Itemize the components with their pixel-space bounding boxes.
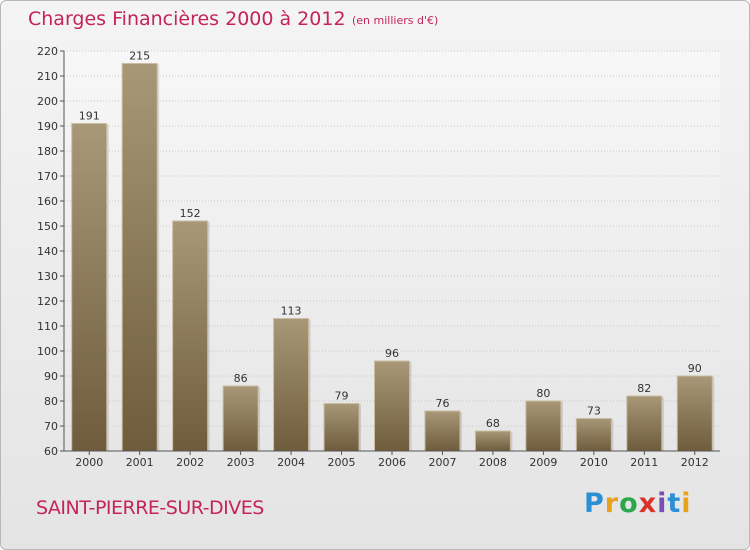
data-label: 68: [486, 417, 500, 430]
x-tick-label: 2010: [580, 456, 608, 469]
data-label: 79: [335, 390, 349, 403]
x-tick-label: 2008: [479, 456, 507, 469]
chart-subtitle: (en milliers d'€): [352, 14, 439, 27]
x-tick-label: 2012: [681, 456, 709, 469]
x-tick-label: 2004: [277, 456, 305, 469]
bar-2003: [222, 385, 259, 452]
y-tick-label: 100: [37, 345, 58, 358]
y-tick-label: 60: [44, 445, 58, 458]
bar-2007: [424, 410, 461, 452]
bar-2001: [121, 63, 158, 452]
data-label: 96: [385, 347, 399, 360]
data-label: 82: [637, 382, 651, 395]
bar-2000: [71, 123, 108, 452]
x-tick-label: 2006: [378, 456, 406, 469]
data-label: 191: [79, 110, 100, 123]
y-tick-label: 110: [37, 320, 58, 333]
x-tick-label: 2000: [75, 456, 103, 469]
bar-2008: [474, 430, 511, 452]
y-tick-label: 220: [37, 45, 58, 58]
y-tick-label: 130: [37, 270, 58, 283]
chart-title: Charges Financières 2000 à 2012: [28, 8, 346, 30]
x-tick-label: 2011: [630, 456, 658, 469]
data-label: 73: [587, 405, 601, 418]
data-label: 76: [435, 397, 449, 410]
data-label: 90: [688, 362, 702, 375]
y-tick-label: 160: [37, 195, 58, 208]
data-label: 215: [129, 50, 150, 63]
axis-layer: 60 70 80 90 100 110 120 130 140 150 160 170 180 190 20…: [37, 45, 720, 469]
bar-2006: [374, 360, 410, 452]
y-tick-label: 190: [37, 120, 58, 133]
x-tick-label: 2001: [126, 456, 154, 469]
y-tick-label: 90: [44, 370, 58, 383]
x-tick-label: 2005: [328, 456, 356, 469]
y-tick-label: 150: [37, 220, 58, 233]
x-tick-label: 2003: [227, 456, 255, 469]
x-tick-label: 2007: [428, 456, 456, 469]
y-tick-label: 180: [37, 145, 58, 158]
bar-layer: 191 215 152 86 113 79 96 76 68 80 73 82 90: [71, 50, 715, 452]
bar-2012: [676, 375, 713, 452]
data-label: 152: [180, 207, 201, 220]
y-tick-label: 200: [37, 95, 58, 108]
bar-2011: [626, 395, 663, 452]
proxiti-logo[interactable]: Proxiti: [584, 488, 692, 519]
y-tick-label: 210: [37, 70, 58, 83]
bar-2009: [525, 400, 562, 452]
x-tick-label: 2002: [176, 456, 204, 469]
y-tick-label: 170: [37, 170, 58, 183]
bar-2002: [172, 220, 209, 452]
bar-2010: [575, 418, 612, 452]
bar-2005: [323, 403, 360, 452]
y-tick-label: 80: [44, 395, 58, 408]
y-tick-label: 140: [37, 245, 58, 258]
y-tick-label: 120: [37, 295, 58, 308]
x-tick-label: 2009: [529, 456, 557, 469]
bar-2004: [273, 318, 310, 452]
place-name: SAINT-PIERRE-SUR-DIVES: [36, 497, 264, 519]
data-label: 113: [281, 305, 302, 318]
data-label: 86: [234, 372, 248, 385]
data-label: 80: [536, 387, 550, 400]
y-tick-label: 70: [44, 420, 58, 433]
